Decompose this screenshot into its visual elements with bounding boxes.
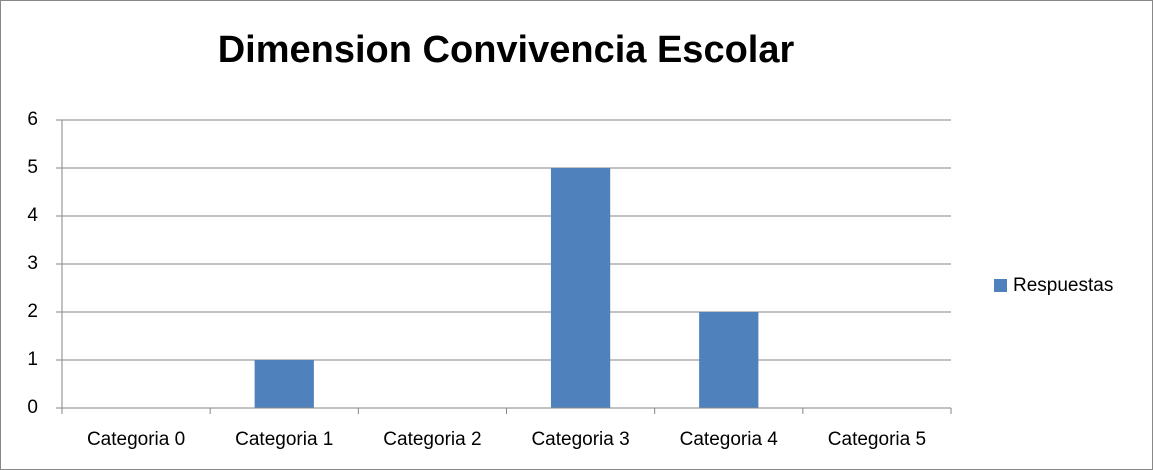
x-tick-label: Categoria 0 [87, 429, 185, 450]
x-tick-label: Categoria 1 [235, 429, 333, 450]
y-tick-label: 6 [27, 109, 38, 130]
y-tick-label: 2 [27, 301, 38, 322]
bar [550, 168, 611, 408]
y-tick-label: 5 [27, 157, 38, 178]
x-tick-label: Categoria 5 [828, 429, 926, 450]
y-tick-label: 0 [27, 397, 38, 418]
y-tick-label: 3 [27, 253, 38, 274]
legend-label: Respuestas [1013, 275, 1113, 296]
x-tick-label: Categoria 3 [531, 429, 629, 450]
x-tick-label: Categoria 2 [383, 429, 481, 450]
y-tick-label: 1 [27, 349, 38, 370]
legend-swatch [994, 279, 1007, 292]
y-tick-label: 4 [27, 205, 38, 226]
bar [254, 360, 314, 408]
chart-title: Dimension Convivencia Escolar [218, 29, 795, 71]
x-tick-label: Categoria 4 [680, 429, 779, 450]
bar [699, 312, 759, 408]
